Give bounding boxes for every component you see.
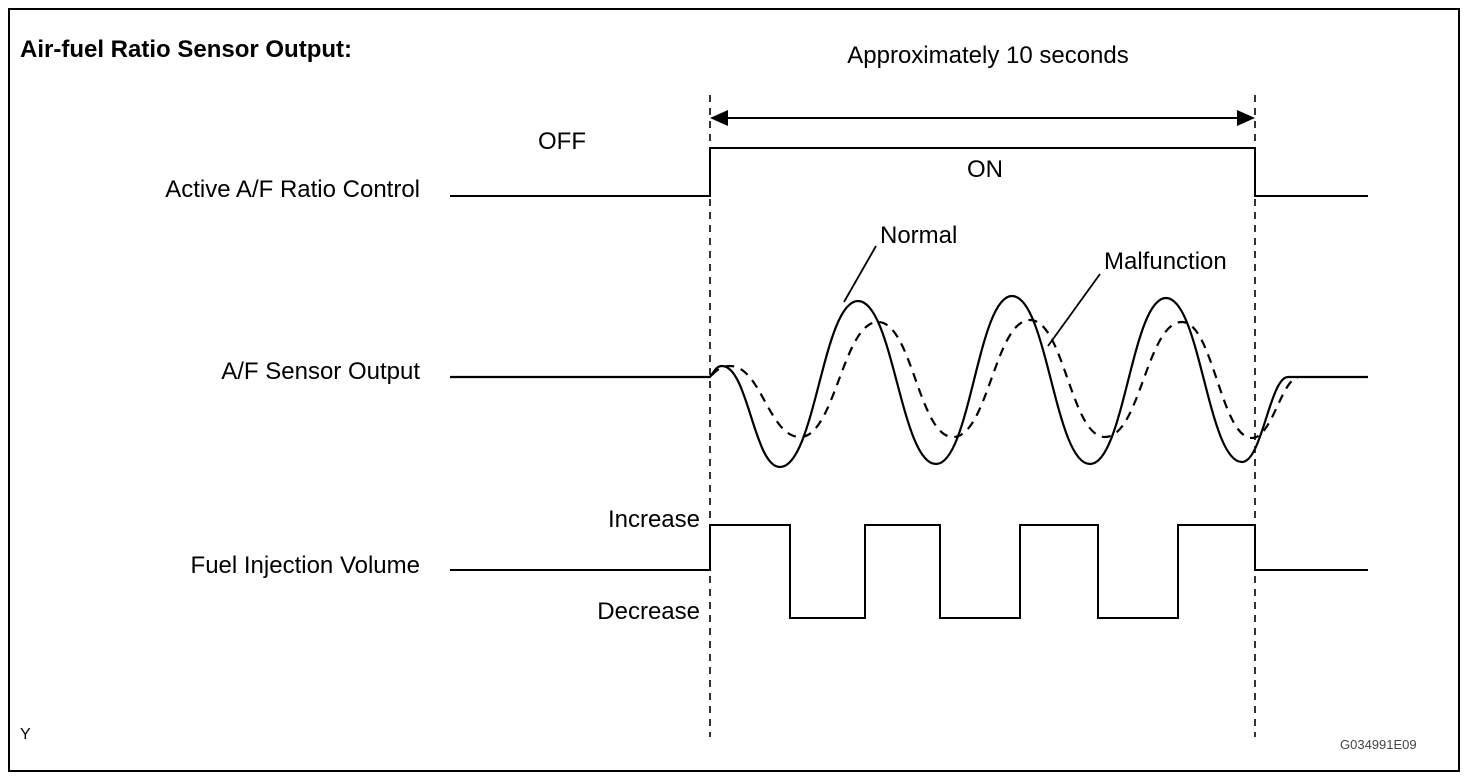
decrease-label: Decrease xyxy=(597,598,700,625)
malfunction-label: Malfunction xyxy=(1104,248,1227,275)
injection-signal-line xyxy=(450,524,1368,619)
increase-label: Increase xyxy=(607,506,700,533)
sensor-row-label: A/F Sensor Output xyxy=(221,358,420,385)
corner-mark: Y xyxy=(20,726,31,743)
normal-leader-line xyxy=(843,245,877,303)
duration-label: Approximately 10 seconds xyxy=(847,42,1129,69)
injection-row-label: Fuel Injection Volume xyxy=(190,552,420,579)
normal-waveform xyxy=(450,294,1368,469)
off-label: OFF xyxy=(538,128,586,155)
duration-arrow-right-head xyxy=(1237,110,1255,126)
figure-frame xyxy=(8,8,1460,772)
figure-title: Air-fuel Ratio Sensor Output: xyxy=(20,36,352,63)
duration-arrow-left-head xyxy=(710,110,728,126)
on-label: ON xyxy=(967,156,1003,183)
control-row-label: Active A/F Ratio Control xyxy=(165,176,420,203)
malfunction-leader-line xyxy=(1047,273,1101,347)
figure-code: G034991E09 xyxy=(1340,737,1417,752)
control-signal-line xyxy=(450,147,1368,197)
malfunction-waveform xyxy=(711,318,1299,440)
normal-label: Normal xyxy=(880,222,958,249)
